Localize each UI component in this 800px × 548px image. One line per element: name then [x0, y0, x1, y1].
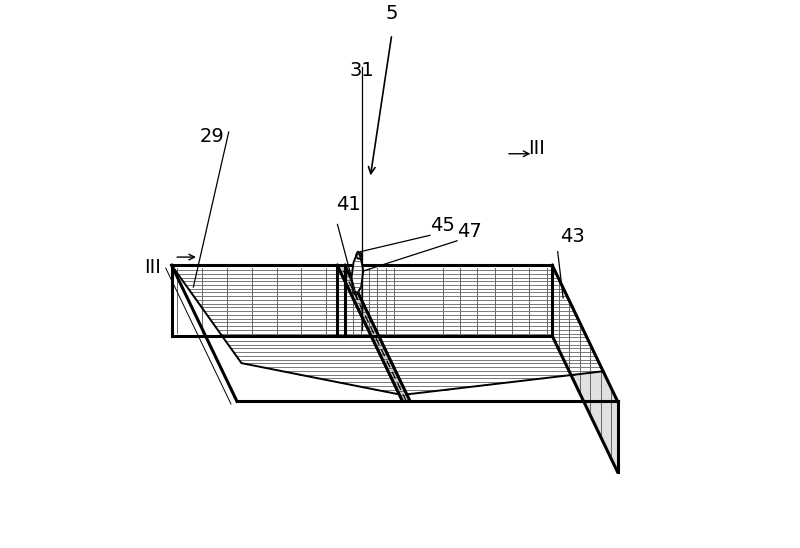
Text: III: III [528, 139, 545, 158]
Text: III: III [144, 259, 161, 277]
Text: 31: 31 [350, 61, 374, 81]
Polygon shape [172, 265, 618, 401]
Polygon shape [351, 252, 363, 293]
Text: 41: 41 [336, 195, 361, 214]
Text: 5: 5 [386, 4, 398, 23]
Polygon shape [337, 265, 410, 401]
Text: 45: 45 [430, 216, 454, 235]
Text: 29: 29 [200, 127, 225, 146]
Polygon shape [172, 265, 399, 395]
Polygon shape [345, 265, 603, 395]
Polygon shape [552, 265, 618, 472]
Text: 47: 47 [457, 222, 482, 241]
Polygon shape [172, 265, 552, 336]
Text: 43: 43 [561, 227, 585, 246]
